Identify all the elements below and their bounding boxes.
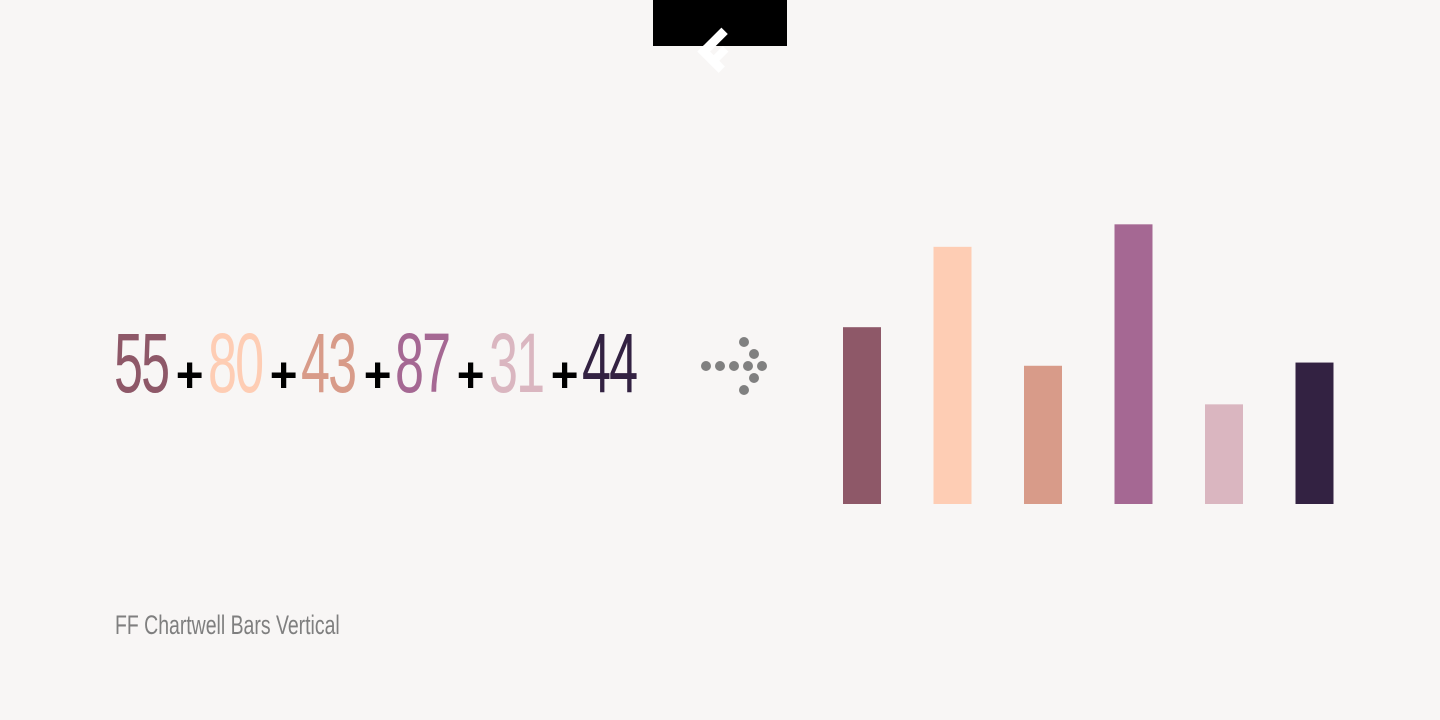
chart-bar (1024, 365, 1062, 504)
plus-operator: + (269, 347, 298, 403)
equation-number: 31 (488, 316, 545, 410)
equation-number: 87 (394, 316, 451, 410)
dotted-arrow-right-icon (701, 337, 767, 395)
bar-chart (843, 224, 1334, 504)
plus-operator: + (176, 347, 204, 403)
equation-number: 80 (207, 316, 264, 410)
plus-operator: + (363, 347, 392, 403)
chart-bar (933, 246, 972, 504)
equation-number: 44 (582, 316, 638, 410)
chart-bar (843, 327, 881, 504)
equation-number: 43 (301, 316, 357, 410)
plus-operator: + (457, 347, 485, 403)
equation-number: 55 (114, 316, 170, 410)
plus-operator: + (550, 347, 579, 403)
value-equation: 55 +80 +43 +87 +31 +44 (114, 318, 642, 408)
chart-bar (1295, 362, 1334, 504)
chart-bar (1205, 404, 1243, 504)
font-name-caption: FF Chartwell Bars Vertical (115, 610, 340, 640)
fontshop-f-logo-icon[interactable] (690, 16, 750, 76)
chart-bar (1114, 224, 1153, 504)
